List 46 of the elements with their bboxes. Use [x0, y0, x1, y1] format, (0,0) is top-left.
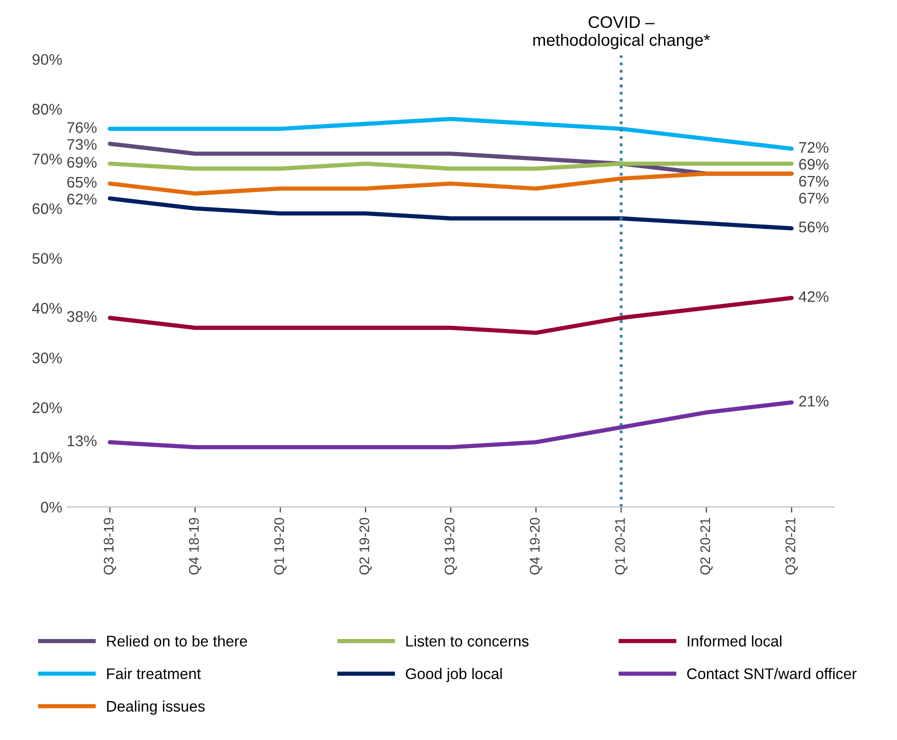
legend-label: Listen to concerns: [406, 635, 529, 647]
line-series: [108, 116, 794, 151]
data-label: 38%: [67, 311, 97, 322]
data-label: 67%: [799, 176, 828, 187]
x-tick-label: Q3 18-19: [104, 518, 116, 575]
data-label: 21%: [799, 396, 828, 406]
data-label: 76%: [67, 122, 97, 133]
legend-label: Relied on to be there: [107, 635, 248, 647]
data-label: 42%: [798, 291, 828, 302]
y-tick-label: 20%: [32, 402, 62, 414]
data-label: 72%: [799, 142, 828, 153]
x-tick-label: Q2 20-21: [700, 518, 713, 575]
data-label: 65%: [67, 176, 97, 188]
y-tick-label: 0%: [40, 502, 62, 513]
legend-label: Good job local: [406, 668, 502, 682]
legend-label: Contact SNT/ward officer: [687, 668, 857, 680]
legend-label: Fair treatment: [107, 668, 201, 680]
x-tick-label: Q4 19-20: [530, 518, 542, 575]
data-label: 69%: [67, 156, 97, 168]
y-tick-label: 40%: [32, 302, 62, 314]
data-label: 73%: [67, 139, 97, 150]
legend-label: Dealing issues: [107, 700, 205, 715]
data-label: 56%: [799, 222, 828, 232]
y-tick-label: 70%: [32, 154, 62, 164]
y-tick-label: 60%: [32, 203, 62, 214]
x-tick-label: Q1 20-21: [615, 518, 628, 575]
y-tick-label: 90%: [32, 54, 62, 65]
data-label: 69%: [799, 158, 828, 170]
y-tick-label: 30%: [32, 352, 62, 364]
y-tick-label: 80%: [32, 104, 62, 115]
data-label: 62%: [67, 194, 97, 205]
data-label: 67%: [799, 192, 828, 204]
x-tick-label: Q2 19-20: [359, 518, 372, 575]
legend-label: Informed local: [688, 635, 782, 647]
line-series: [108, 296, 794, 335]
x-tick-label: Q3 20-21: [785, 518, 798, 575]
x-tick-label: Q3 19-20: [444, 518, 457, 575]
line-series: [108, 400, 794, 450]
x-tick-label: Q1 19-20: [274, 518, 287, 575]
y-tick-label: 10%: [33, 452, 62, 463]
y-tick-label: 50%: [32, 253, 62, 264]
x-tick-label: Q4 18-19: [188, 518, 202, 575]
ref-line-label: COVID – methodological change*: [533, 16, 710, 50]
line-series: [108, 196, 794, 230]
line-series: [108, 172, 794, 196]
data-label: 13%: [68, 436, 97, 446]
